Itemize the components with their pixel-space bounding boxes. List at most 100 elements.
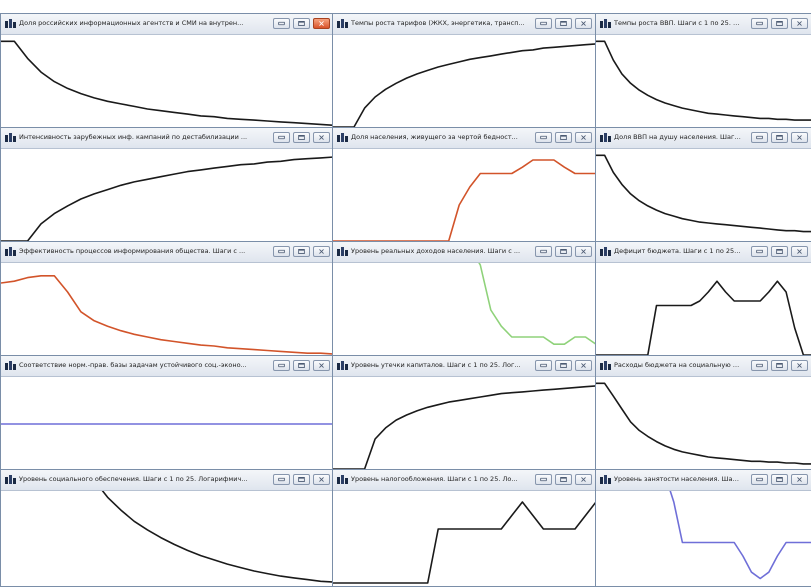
close-button[interactable] xyxy=(575,246,592,257)
chart-window[interactable]: Доля населения, живущего за чертой бедно… xyxy=(332,127,597,245)
chart-window[interactable]: Уровень социального обеспечения. Шаги с … xyxy=(0,469,335,587)
minimize-button[interactable] xyxy=(751,132,768,143)
close-button[interactable] xyxy=(313,132,330,143)
chart-window[interactable]: Эффективность процессов информирования о… xyxy=(0,241,335,359)
close-icon xyxy=(797,363,802,368)
maximize-button[interactable] xyxy=(555,474,572,485)
window-titlebar[interactable]: Эффективность процессов информирования о… xyxy=(1,242,334,263)
maximize-button[interactable] xyxy=(293,18,310,29)
maximize-button[interactable] xyxy=(555,246,572,257)
plot-area xyxy=(333,149,596,244)
close-button[interactable] xyxy=(575,132,592,143)
app-icon xyxy=(337,133,348,142)
window-titlebar[interactable]: Уровень утечки капиталов. Шаги с 1 по 25… xyxy=(333,356,596,377)
window-controls xyxy=(273,474,330,485)
maximize-button[interactable] xyxy=(293,474,310,485)
maximize-button[interactable] xyxy=(555,360,572,371)
maximize-icon xyxy=(776,249,783,254)
window-titlebar[interactable]: Доля населения, живущего за чертой бедно… xyxy=(333,128,596,149)
plot-area xyxy=(596,263,811,358)
close-button[interactable] xyxy=(575,360,592,371)
app-icon xyxy=(5,361,16,370)
window-titlebar[interactable]: Темпы роста ВВП. Шаги с 1 по 25. Лог... xyxy=(596,14,811,35)
maximize-button[interactable] xyxy=(771,18,788,29)
window-titlebar[interactable]: Доля ВВП на душу населения. Шаги с... xyxy=(596,128,811,149)
chart-window[interactable]: Доля российских информационных агентств … xyxy=(0,13,335,131)
minimize-button[interactable] xyxy=(535,474,552,485)
maximize-button[interactable] xyxy=(771,360,788,371)
close-button[interactable] xyxy=(313,246,330,257)
line-chart xyxy=(1,156,334,242)
maximize-button[interactable] xyxy=(293,132,310,143)
maximize-button[interactable] xyxy=(771,474,788,485)
line-chart xyxy=(596,382,811,465)
minimize-icon xyxy=(756,363,763,368)
window-titlebar[interactable]: Соответствие норм.-прав. базы задачам ус… xyxy=(1,356,334,377)
minimize-button[interactable] xyxy=(751,18,768,29)
chart-window[interactable]: Темпы роста тарифов (ЖКХ, энергетика, тр… xyxy=(332,13,597,131)
minimize-button[interactable] xyxy=(273,360,290,371)
maximize-button[interactable] xyxy=(771,246,788,257)
window-titlebar[interactable]: Расходы бюджета на социальную сфе... xyxy=(596,356,811,377)
close-button[interactable] xyxy=(791,246,808,257)
close-button[interactable] xyxy=(791,360,808,371)
line-chart xyxy=(596,40,811,121)
window-controls xyxy=(535,18,592,29)
window-title: Уровень занятости населения. Шаги с ... xyxy=(614,475,742,483)
plot-area xyxy=(333,491,596,586)
window-titlebar[interactable]: Доля российских информационных агентств … xyxy=(1,14,334,35)
minimize-button[interactable] xyxy=(535,18,552,29)
close-icon xyxy=(797,21,802,26)
window-titlebar[interactable]: Темпы роста тарифов (ЖКХ, энергетика, тр… xyxy=(333,14,596,35)
app-icon xyxy=(5,475,16,484)
minimize-button[interactable] xyxy=(273,132,290,143)
close-button[interactable] xyxy=(313,18,330,29)
app-icon xyxy=(337,361,348,370)
chart-window[interactable]: Соответствие норм.-прав. базы задачам ус… xyxy=(0,355,335,473)
maximize-icon xyxy=(298,21,305,26)
close-button[interactable] xyxy=(313,474,330,485)
plot-area xyxy=(596,35,811,130)
window-titlebar[interactable]: Уровень налогообложения. Шаги с 1 по 25.… xyxy=(333,470,596,491)
close-button[interactable] xyxy=(791,132,808,143)
chart-window[interactable]: Доля ВВП на душу населения. Шаги с... xyxy=(595,127,811,245)
series-line xyxy=(596,40,811,121)
minimize-button[interactable] xyxy=(535,132,552,143)
window-titlebar[interactable]: Интенсивность зарубежных инф. кампаний п… xyxy=(1,128,334,149)
window-controls xyxy=(751,18,808,29)
window-titlebar[interactable]: Уровень занятости населения. Шаги с ... xyxy=(596,470,811,491)
minimize-button[interactable] xyxy=(273,18,290,29)
close-button[interactable] xyxy=(313,360,330,371)
minimize-button[interactable] xyxy=(273,246,290,257)
chart-window[interactable]: Расходы бюджета на социальную сфе... xyxy=(595,355,811,473)
maximize-button[interactable] xyxy=(555,132,572,143)
chart-window[interactable]: Дефицит бюджета. Шаги с 1 по 25. Лог... xyxy=(595,241,811,359)
window-title: Доля российских информационных агентств … xyxy=(19,19,244,27)
close-icon xyxy=(319,135,324,140)
window-titlebar[interactable]: Уровень социального обеспечения. Шаги с … xyxy=(1,470,334,491)
maximize-button[interactable] xyxy=(293,360,310,371)
close-button[interactable] xyxy=(791,18,808,29)
minimize-button[interactable] xyxy=(535,246,552,257)
minimize-button[interactable] xyxy=(273,474,290,485)
minimize-button[interactable] xyxy=(535,360,552,371)
chart-window[interactable]: Уровень утечки капиталов. Шаги с 1 по 25… xyxy=(332,355,597,473)
maximize-button[interactable] xyxy=(771,132,788,143)
maximize-button[interactable] xyxy=(555,18,572,29)
series-line xyxy=(333,501,596,584)
chart-window[interactable]: Уровень налогообложения. Шаги с 1 по 25.… xyxy=(332,469,597,587)
chart-window[interactable]: Уровень занятости населения. Шаги с ... xyxy=(595,469,811,587)
window-titlebar[interactable]: Дефицит бюджета. Шаги с 1 по 25. Лог... xyxy=(596,242,811,263)
close-button[interactable] xyxy=(791,474,808,485)
maximize-icon xyxy=(776,21,783,26)
chart-window[interactable]: Темпы роста ВВП. Шаги с 1 по 25. Лог... xyxy=(595,13,811,131)
chart-window[interactable]: Интенсивность зарубежных инф. кампаний п… xyxy=(0,127,335,245)
close-button[interactable] xyxy=(575,474,592,485)
maximize-button[interactable] xyxy=(293,246,310,257)
minimize-button[interactable] xyxy=(751,246,768,257)
chart-window[interactable]: Уровень реальных доходов населения. Шаги… xyxy=(332,241,597,359)
minimize-button[interactable] xyxy=(751,474,768,485)
minimize-button[interactable] xyxy=(751,360,768,371)
close-button[interactable] xyxy=(575,18,592,29)
window-titlebar[interactable]: Уровень реальных доходов населения. Шаги… xyxy=(333,242,596,263)
